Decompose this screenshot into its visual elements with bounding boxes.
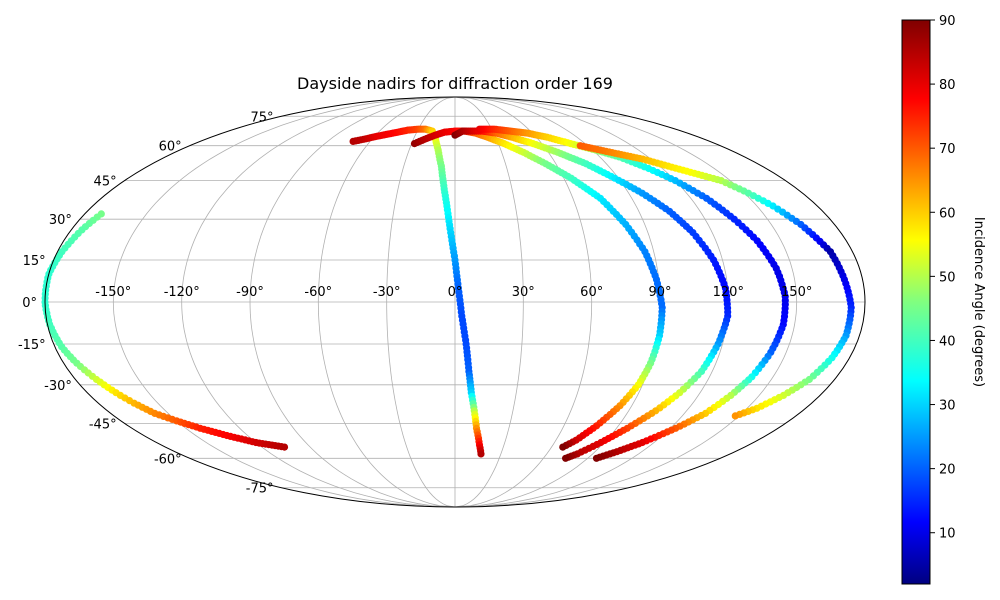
y-tick-label: 15° (23, 254, 46, 269)
data-point (477, 450, 485, 458)
y-tick-label: -60° (154, 452, 182, 467)
data-point (562, 454, 570, 462)
colorbar-tick-label: 30 (939, 399, 956, 414)
y-tick-label: 60° (159, 140, 182, 155)
x-tick-label: -150° (95, 285, 131, 300)
colorbar-tick-label: 70 (939, 142, 956, 157)
colorbar-label: Incidence Angle (degrees) (971, 217, 986, 387)
colorbar-tick-label: 10 (939, 527, 956, 542)
x-tick-label: -120° (164, 285, 200, 300)
y-tick-label: 0° (22, 296, 37, 311)
x-tick-label: -90° (236, 285, 264, 300)
colorbar-ticks: 10 20 30 40 50 60 70 80 90 (930, 14, 956, 542)
colorbar (901, 19, 931, 585)
y-tick-label: -45° (89, 417, 117, 432)
y-tick-labels: -75° -60° -45° -30° -15° 0° 15° 30° 45° 60° 75° (18, 110, 274, 496)
data-point (280, 443, 289, 451)
colorbar-tick-label: 60 (939, 206, 956, 221)
x-tick-label: 120° (713, 285, 744, 300)
x-tick-label: 60° (580, 285, 603, 300)
y-tick-label: -75° (246, 482, 274, 497)
data-points (41, 125, 855, 462)
y-tick-label: -15° (18, 338, 46, 353)
colorbar-tick-label: 50 (939, 270, 956, 285)
graticule (45, 96, 865, 508)
x-tick-label: 0° (448, 285, 463, 300)
map-boundary (44, 96, 866, 508)
x-tick-labels: -150° -120° -90° -60° -30° 0° 30° 60° 90° 120° 150… (95, 285, 812, 300)
chart-title: Dayside nadirs for diffraction order 169 (297, 74, 613, 93)
y-tick-label: 30° (49, 213, 72, 228)
y-tick-label: -30° (44, 379, 72, 394)
x-tick-label: 150° (781, 285, 812, 300)
colorbar-tick-label: 40 (939, 335, 956, 350)
x-tick-label: 90° (648, 285, 671, 300)
y-tick-label: 45° (94, 175, 117, 190)
colorbar-tick-label: 80 (939, 78, 956, 93)
x-tick-label: -60° (304, 285, 332, 300)
x-tick-label: -30° (373, 285, 401, 300)
x-tick-label: 30° (512, 285, 535, 300)
data-point (559, 443, 567, 451)
data-point (592, 454, 601, 462)
y-tick-label: 75° (250, 110, 273, 125)
colorbar-tick-label: 20 (939, 463, 956, 478)
data-point (731, 412, 739, 420)
colorbar-tick-label: 90 (939, 14, 956, 29)
